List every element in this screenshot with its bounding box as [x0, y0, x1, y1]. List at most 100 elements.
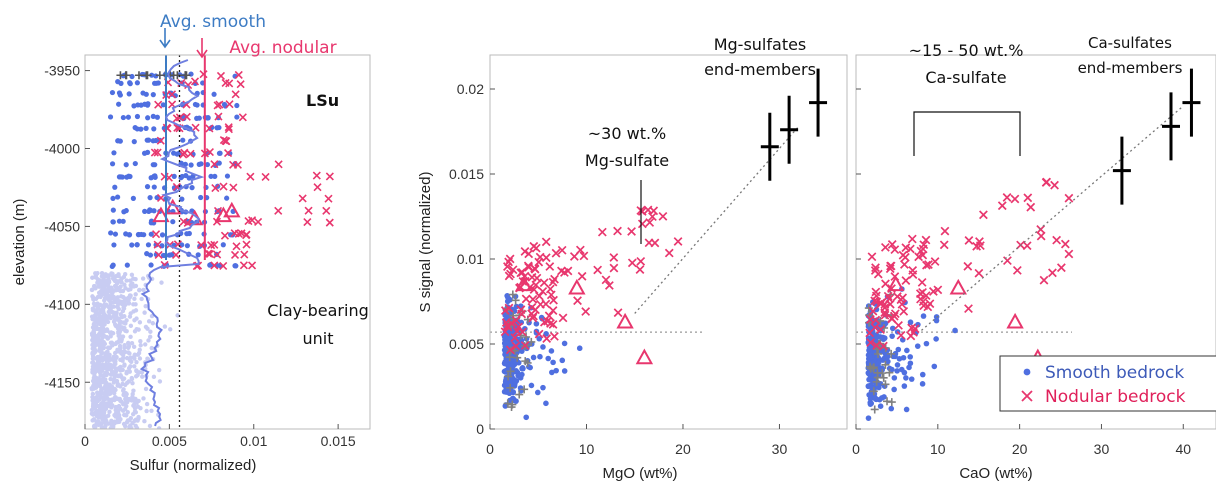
- smooth-point: [151, 126, 157, 132]
- y-tick-label: 0: [476, 421, 484, 437]
- smooth-point: [131, 139, 137, 145]
- nodular-point: [885, 264, 895, 274]
- clay-point: [92, 320, 97, 326]
- clay-point: [137, 320, 143, 325]
- mix-bracket: [913, 111, 1021, 156]
- smooth-point: [111, 150, 117, 156]
- clay-point: [89, 411, 95, 416]
- nodular-point: [214, 112, 223, 121]
- clay-point: [127, 351, 132, 356]
- clay-point: [90, 369, 95, 374]
- clay-point: [123, 321, 128, 326]
- nodular-point: [150, 148, 159, 157]
- clay-point: [128, 278, 133, 283]
- nodular-point: [637, 207, 647, 216]
- nodular-point: [964, 304, 973, 314]
- smooth-point: [140, 90, 146, 96]
- nodular-point: [645, 218, 655, 227]
- smooth-point: [149, 72, 155, 78]
- nodular-point: [219, 182, 228, 191]
- nodular-point: [997, 201, 1007, 211]
- smooth-point: [195, 252, 201, 258]
- nodular-point: [199, 70, 208, 79]
- nodular-point: [964, 236, 974, 245]
- clay-point: [129, 398, 134, 403]
- clay-point: [122, 412, 127, 418]
- x-tick-label: 30: [772, 441, 788, 457]
- smooth-point: [208, 173, 214, 179]
- mgo-points: [490, 205, 705, 421]
- nodular-point: [501, 318, 511, 327]
- nodular-point: [601, 275, 611, 285]
- endmember-markers: [760, 68, 828, 181]
- smooth-point: [528, 382, 535, 389]
- x-tick-label: 0: [81, 433, 89, 449]
- nodular-point: [548, 277, 558, 287]
- clay-point: [117, 299, 123, 304]
- clay-point: [99, 367, 105, 373]
- y-tick-label: 0.005: [449, 336, 484, 352]
- other-point: [511, 296, 520, 305]
- other-point: [181, 71, 190, 80]
- smooth-point: [141, 150, 148, 156]
- smooth-point: [513, 368, 519, 374]
- nodular-point: [510, 333, 520, 343]
- smooth-point: [154, 114, 160, 120]
- nodular-point: [887, 240, 897, 249]
- nodular-point: [963, 261, 973, 271]
- nodular-point: [1003, 256, 1012, 266]
- smooth-point: [512, 379, 519, 385]
- nodular-point: [894, 320, 903, 330]
- smooth-point: [543, 400, 549, 407]
- smooth-point: [509, 363, 515, 369]
- clay-point: [132, 406, 138, 411]
- clay-point: [113, 284, 119, 290]
- clay-point: [129, 376, 135, 382]
- x-tick-label: 10: [930, 441, 946, 457]
- clay-point: [95, 301, 100, 306]
- clay-point: [129, 341, 135, 346]
- smooth-point: [198, 161, 204, 167]
- nodular-point: [1002, 193, 1012, 202]
- clay-point: [131, 284, 137, 289]
- clay-point: [113, 407, 118, 413]
- nodular-point: [597, 227, 607, 237]
- smooth-point: [115, 79, 121, 85]
- clay-point: [96, 326, 102, 332]
- nodular-point: [1042, 177, 1052, 187]
- clay-point: [94, 367, 99, 372]
- nodular-point: [548, 306, 558, 315]
- nodular-point: [205, 148, 214, 157]
- endmember-label-line2: end-members: [1078, 59, 1183, 77]
- smooth-point: [216, 160, 222, 166]
- clay-point: [89, 287, 95, 293]
- clay-point: [134, 326, 139, 332]
- smooth-point: [132, 125, 138, 131]
- nodular-point: [156, 136, 165, 145]
- other-point: [508, 290, 517, 299]
- avg-smooth-arrow-icon: [159, 28, 171, 49]
- legend-smooth-marker: [1023, 368, 1031, 376]
- nodular-point: [922, 260, 931, 270]
- smooth-point: [148, 262, 154, 268]
- clay-point: [118, 319, 123, 325]
- nodular-point: [1064, 193, 1074, 203]
- nodular-point: [542, 334, 552, 343]
- other-point: [520, 385, 529, 394]
- smooth-point: [536, 335, 543, 342]
- nodular-point: [524, 249, 534, 259]
- smooth-point: [134, 242, 140, 248]
- clay-point: [106, 386, 112, 392]
- nodular-point: [890, 245, 900, 255]
- nodular-point: [534, 329, 544, 339]
- smooth-point: [907, 360, 914, 367]
- clay-point: [130, 381, 135, 386]
- clay-point: [120, 355, 126, 361]
- clay-point: [108, 376, 113, 382]
- smooth-point: [513, 303, 520, 310]
- x-tick-label: 0: [852, 441, 860, 457]
- clay-point: [122, 282, 127, 287]
- clay-point: [90, 418, 95, 423]
- clay-point: [120, 334, 126, 339]
- clay-point: [128, 334, 133, 339]
